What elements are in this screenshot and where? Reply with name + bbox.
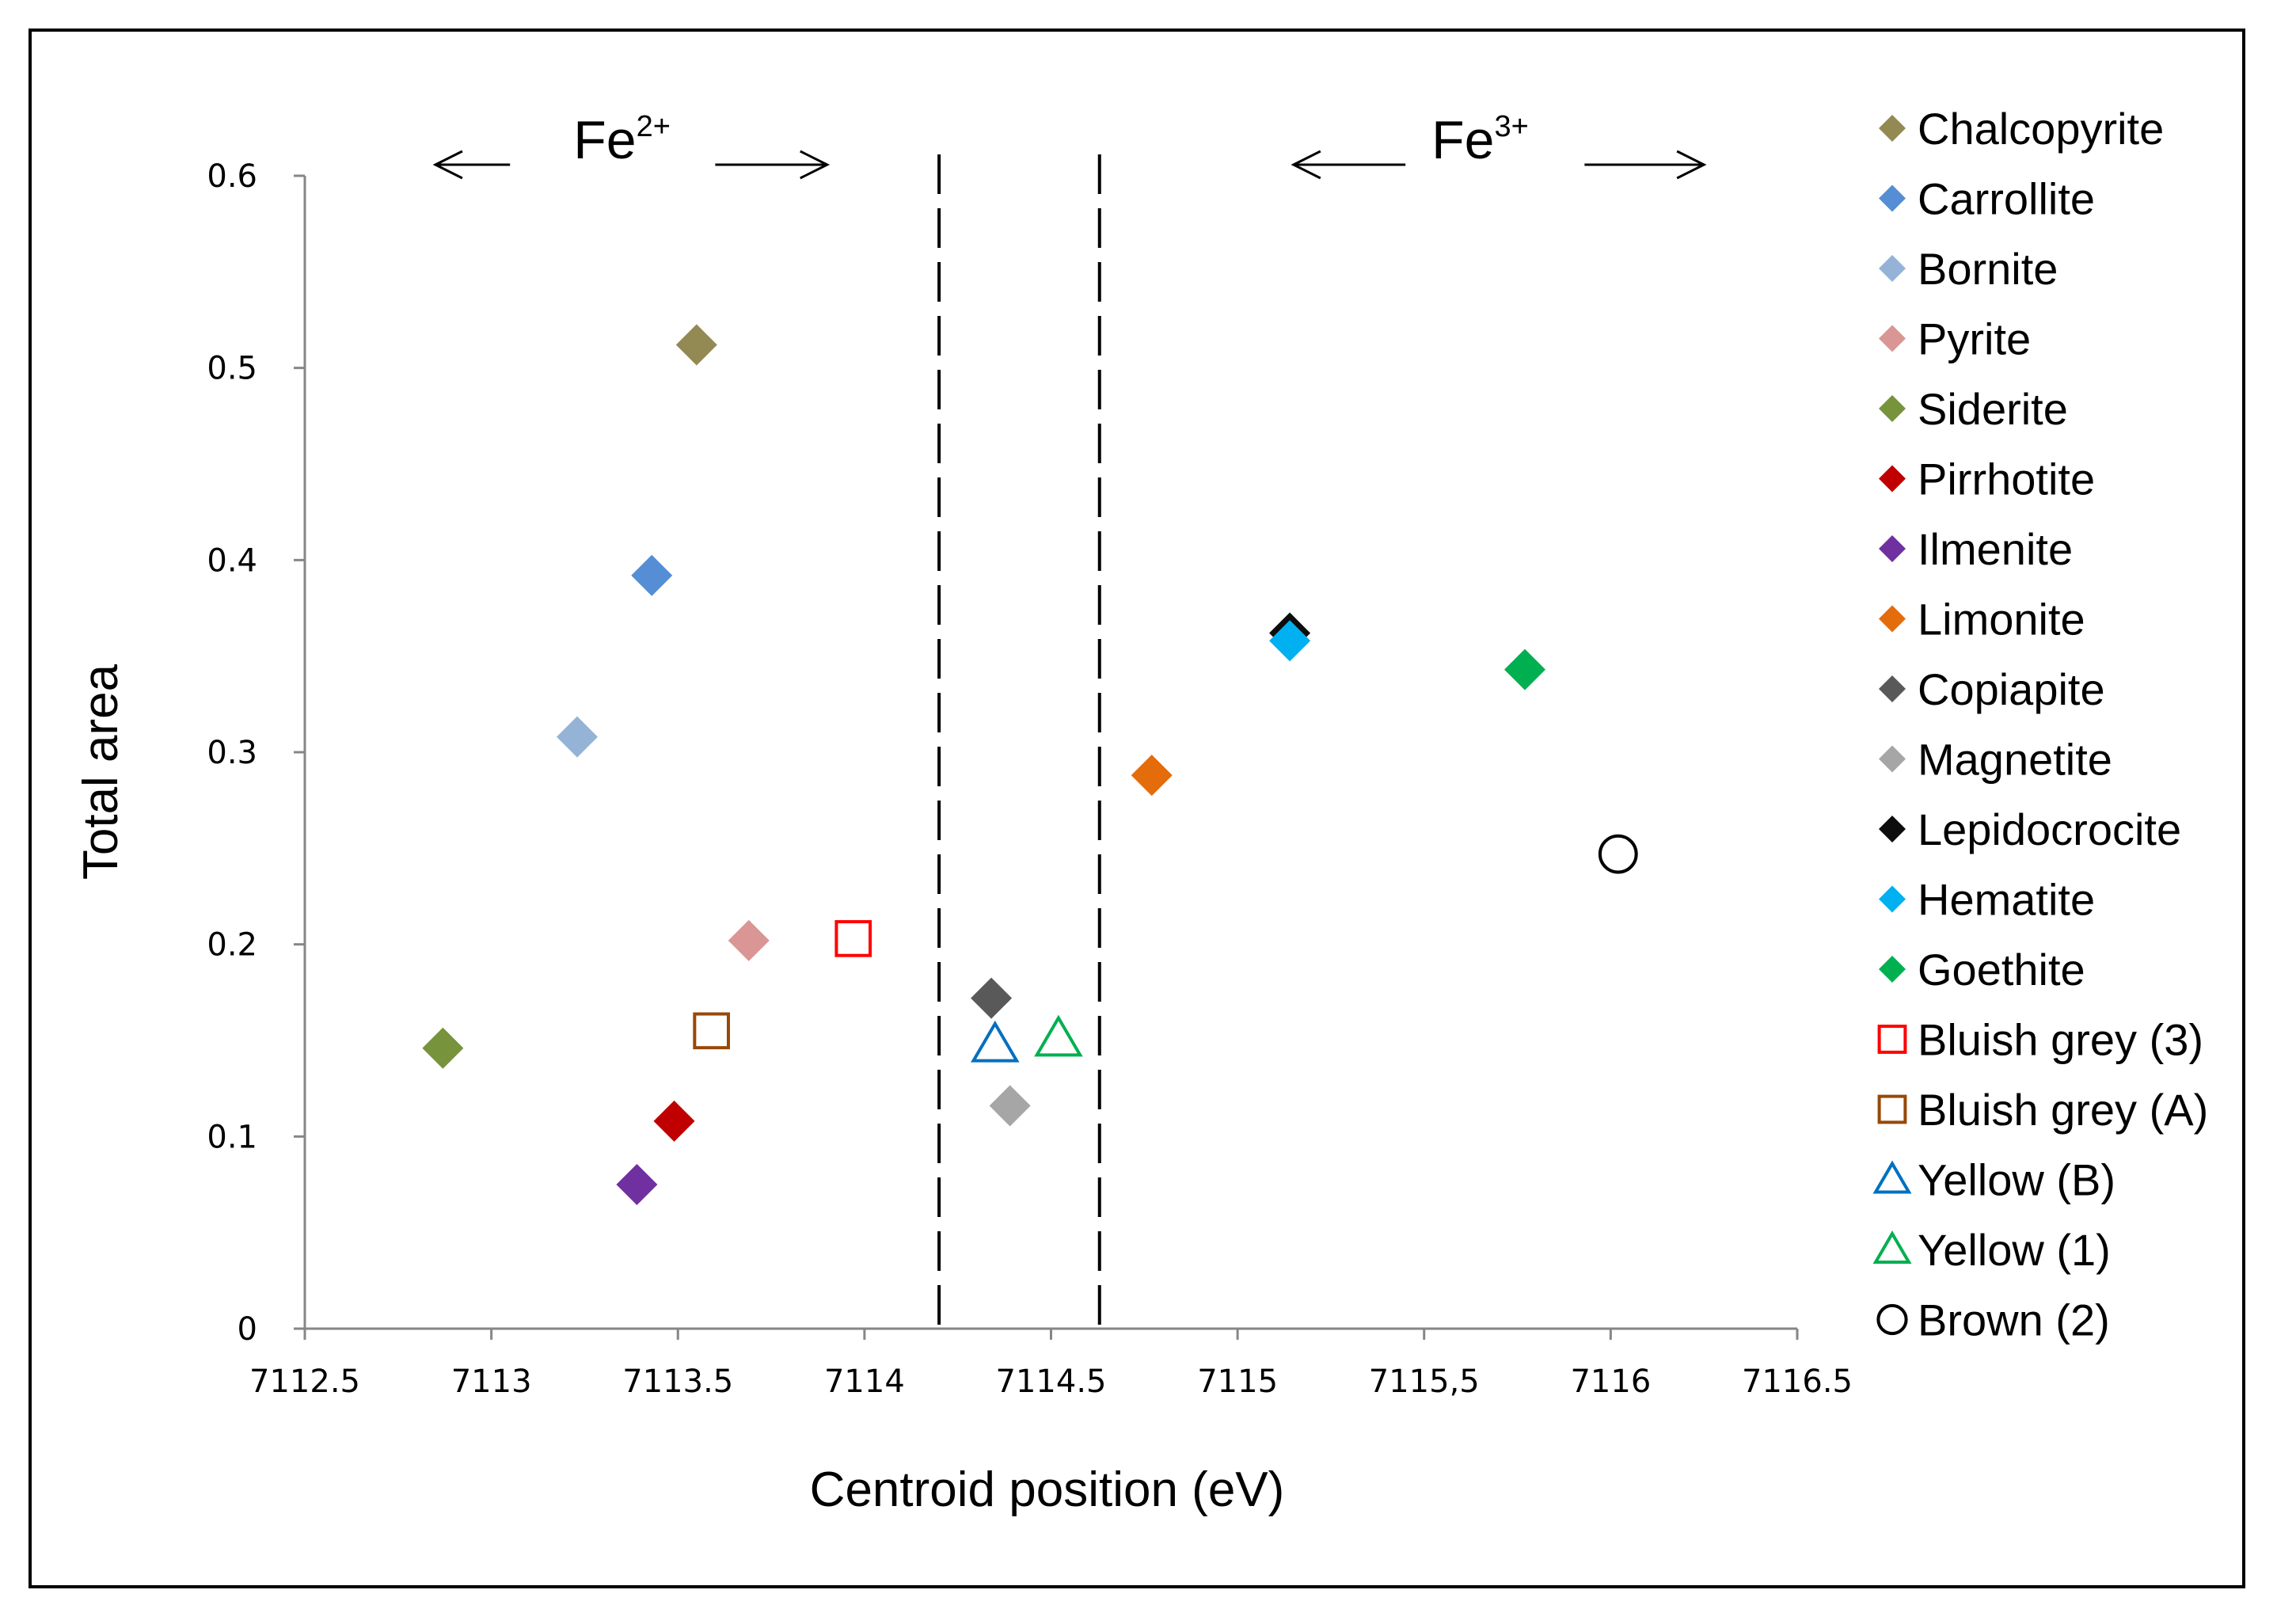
x-tick-label: 7116: [1570, 1363, 1651, 1400]
legend-item-yellow-b: Yellow (B): [1872, 1155, 2115, 1205]
data-point-pyrite: [728, 919, 770, 961]
legend-marker-yellow-1: [1872, 1230, 1912, 1264]
data-point-limonite: [1131, 755, 1173, 797]
legend-label-pyrite: Pyrite: [1918, 314, 2031, 364]
data-point-carrollite: [631, 554, 673, 596]
legend-label-bluish-grey-3: Bluish grey (3): [1918, 1015, 2203, 1065]
legend-label-yellow-1: Yellow (1): [1918, 1225, 2111, 1275]
legend-item-bluish-grey-a: Bluish grey (A): [1877, 1085, 2208, 1135]
y-axis-title: Total area: [74, 664, 128, 880]
legend-marker-siderite: [1879, 395, 1906, 422]
data-point-magnetite: [989, 1085, 1031, 1127]
legend-label-goethite: Goethite: [1918, 945, 2085, 995]
legend-marker-brown-2: [1876, 1303, 1908, 1336]
legend-label-bornite: Bornite: [1918, 244, 2058, 294]
legend-label-ilmenite: Ilmenite: [1918, 524, 2073, 574]
data-point-bluish-grey-a: [693, 1012, 730, 1050]
legend-marker-bornite: [1879, 255, 1906, 282]
data-point-chalcopyrite: [675, 324, 717, 366]
x-tick-label: 7113: [451, 1363, 532, 1400]
y-tick-label: 0: [238, 1311, 257, 1348]
legend-marker-limonite: [1879, 605, 1906, 633]
legend-marker-bluish-grey-3: [1877, 1025, 1907, 1054]
y-tick-label: 0.5: [207, 351, 257, 387]
oxidation-arrow-left-head: [1291, 150, 1321, 180]
data-point-yellow-b: [971, 1020, 1020, 1063]
legend-label-hematite: Hematite: [1918, 875, 2095, 925]
legend-item-ilmenite: Ilmenite: [1879, 524, 2073, 574]
y-tick-label: 0.1: [207, 1119, 257, 1155]
data-point-yellow-1: [1034, 1014, 1083, 1057]
y-tick-label: 0.2: [207, 927, 257, 964]
legend-marker-ilmenite: [1879, 535, 1906, 562]
y-tick-label: 0.3: [207, 735, 257, 771]
legend-marker-bluish-grey-a: [1877, 1094, 1907, 1124]
legend-label-magnetite: Magnetite: [1918, 735, 2112, 785]
legend-marker-magnetite: [1879, 745, 1906, 773]
legend-label-limonite: Limonite: [1918, 595, 2085, 645]
legend-item-chalcopyrite: Chalcopyrite: [1879, 104, 2164, 154]
legend-item-lepidocrocite: Lepidocrocite: [1879, 804, 2181, 854]
data-point-siderite: [422, 1027, 464, 1069]
legend-marker-yellow-b: [1872, 1160, 1912, 1194]
legend-label-brown-2: Brown (2): [1918, 1295, 2110, 1345]
data-point-copiapite: [971, 977, 1013, 1019]
oxidation-arrow-right-head: [800, 150, 831, 180]
data-point-goethite: [1503, 648, 1545, 690]
legend-label-carrollite: Carrollite: [1918, 174, 2095, 224]
x-tick-label: 7114: [824, 1363, 905, 1400]
legend-item-bluish-grey-3: Bluish grey (3): [1877, 1015, 2203, 1065]
data-point-pirrhotite: [653, 1100, 695, 1142]
legend-item-pyrite: Pyrite: [1879, 314, 2031, 364]
y-tick-label: 0.4: [207, 542, 257, 579]
oxidation-label-1: Fe2+: [573, 110, 671, 170]
y-tick-label: 0.6: [207, 158, 257, 195]
legend-label-siderite: Siderite: [1918, 384, 2068, 434]
x-tick-label: 7115: [1197, 1363, 1278, 1400]
legend-item-copiapite: Copiapite: [1879, 664, 2105, 714]
legend-marker-chalcopyrite: [1879, 115, 1906, 142]
legend-item-limonite: Limonite: [1879, 595, 2085, 645]
legend-marker-pyrite: [1879, 325, 1906, 352]
x-tick-label: 7114.5: [996, 1363, 1107, 1400]
legend-item-yellow-1: Yellow (1): [1872, 1225, 2111, 1275]
x-axis-title: Centroid position (eV): [810, 1462, 1285, 1517]
legend-marker-hematite: [1879, 885, 1906, 913]
legend-label-pirrhotite: Pirrhotite: [1918, 454, 2095, 504]
x-tick-label: 7113.5: [622, 1363, 733, 1400]
x-tick-label: 7116.5: [1742, 1363, 1853, 1400]
legend-item-bornite: Bornite: [1879, 244, 2058, 294]
legend-label-yellow-b: Yellow (B): [1918, 1155, 2115, 1205]
legend-item-hematite: Hematite: [1879, 875, 2095, 925]
x-tick-label: 7112.5: [249, 1363, 360, 1400]
legend-marker-lepidocrocite: [1879, 816, 1906, 842]
data-point-ilmenite: [616, 1164, 658, 1205]
legend-label-lepidocrocite: Lepidocrocite: [1918, 804, 2181, 854]
data-point-hematite: [1269, 620, 1311, 662]
legend-item-carrollite: Carrollite: [1879, 174, 2095, 224]
legend-marker-carrollite: [1879, 184, 1906, 212]
oxidation-arrow-right-head: [1676, 150, 1707, 180]
legend-label-chalcopyrite: Chalcopyrite: [1918, 104, 2164, 154]
legend-item-magnetite: Magnetite: [1879, 735, 2112, 785]
legend-marker-pirrhotite: [1879, 465, 1906, 493]
data-point-brown-2: [1598, 834, 1638, 874]
data-point-bornite: [557, 716, 599, 758]
legend-marker-goethite: [1879, 956, 1906, 983]
legend-marker-copiapite: [1879, 675, 1906, 702]
chart-frame: [29, 29, 2245, 1588]
oxidation-arrow-left-head: [432, 150, 463, 180]
data-point-bluish-grey-3: [834, 920, 872, 957]
legend-label-copiapite: Copiapite: [1918, 664, 2105, 714]
x-tick-label: 7115,5: [1369, 1363, 1480, 1400]
legend-item-siderite: Siderite: [1879, 384, 2068, 434]
oxidation-label-2: Fe3+: [1431, 110, 1529, 170]
legend-label-bluish-grey-a: Bluish grey (A): [1918, 1085, 2208, 1135]
legend-item-pirrhotite: Pirrhotite: [1879, 454, 2095, 504]
legend-item-goethite: Goethite: [1879, 945, 2085, 995]
legend-item-brown-2: Brown (2): [1876, 1295, 2110, 1345]
